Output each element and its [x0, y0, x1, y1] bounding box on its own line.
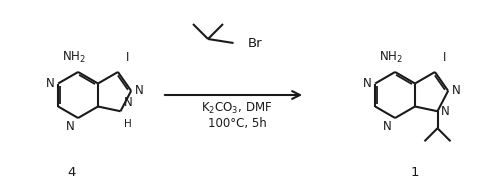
- Text: Br: Br: [248, 36, 262, 49]
- Text: N: N: [452, 84, 461, 97]
- Text: N: N: [46, 77, 54, 90]
- Text: N: N: [362, 77, 371, 90]
- Text: N: N: [135, 84, 144, 97]
- Text: H: H: [124, 119, 132, 129]
- Text: I: I: [443, 51, 446, 64]
- Text: N: N: [66, 120, 75, 133]
- Text: 1: 1: [411, 167, 419, 180]
- Text: NH$_2$: NH$_2$: [379, 50, 403, 65]
- Text: I: I: [126, 51, 130, 64]
- Text: 4: 4: [68, 167, 76, 180]
- Text: N: N: [384, 120, 392, 133]
- Text: N: N: [124, 96, 132, 109]
- Text: NH$_2$: NH$_2$: [62, 50, 86, 65]
- Text: N: N: [440, 105, 450, 118]
- Text: K$_2$CO$_3$, DMF: K$_2$CO$_3$, DMF: [202, 100, 272, 116]
- Text: 100°C, 5h: 100°C, 5h: [208, 117, 266, 130]
